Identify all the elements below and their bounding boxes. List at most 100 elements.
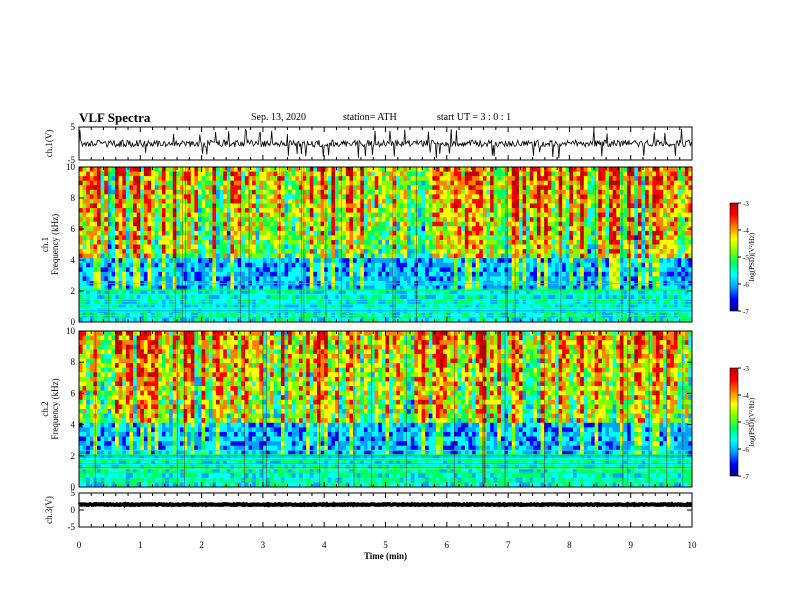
spectrogram-cell	[234, 171, 238, 177]
spectrogram-cell	[255, 244, 260, 250]
spectrogram-cell	[565, 276, 570, 282]
spectrogram-cell	[522, 276, 527, 282]
spectrogram-cell	[122, 276, 127, 282]
spectrogram-cell	[79, 212, 83, 218]
spectrogram-cell	[187, 290, 192, 295]
spectrogram-cell	[190, 194, 195, 200]
spectrogram-cell	[500, 194, 505, 200]
spectrogram-cell	[147, 221, 152, 227]
spectrogram-cell	[360, 303, 365, 309]
spectrogram-cell	[122, 212, 127, 218]
spectrogram-cell	[468, 244, 473, 250]
spectrogram-cell	[428, 276, 433, 282]
spectrogram-cell	[486, 244, 491, 250]
spectrogram-cell	[360, 267, 365, 273]
spectrogram-cell	[277, 303, 282, 309]
spectrogram-cell	[385, 303, 390, 309]
spectrogram-cell	[237, 180, 242, 186]
spectrogram-cell	[475, 253, 480, 259]
spectrogram-cell	[255, 217, 260, 223]
spectrogram-cell	[461, 276, 466, 282]
spectrogram-cell	[594, 185, 599, 191]
spectrogram-cell	[342, 171, 347, 177]
spectrogram-cell	[302, 285, 307, 291]
spectrogram-cell	[468, 258, 473, 264]
spectrogram-cell	[547, 198, 552, 204]
spectrogram-cell	[107, 239, 112, 245]
spectrogram-cell	[97, 180, 101, 186]
spectrogram-cell	[298, 235, 303, 241]
spectrogram-cell	[493, 267, 498, 273]
spectrogram-cell	[468, 230, 473, 236]
spectrogram-cell	[306, 239, 311, 245]
spectrogram-cell	[335, 185, 339, 191]
spectrogram-cell	[255, 171, 260, 177]
spectrogram-cell	[349, 230, 354, 236]
spectrogram-cell	[129, 262, 134, 268]
spectrogram-cell	[327, 217, 332, 223]
spectrogram-cell	[226, 285, 231, 291]
spectrogram-cell	[482, 198, 487, 204]
spectrogram-cell	[374, 198, 379, 204]
spectrogram-cell	[490, 249, 494, 254]
spectrogram-cell	[536, 258, 541, 264]
spectrogram-cell	[327, 258, 332, 264]
spectrogram-cell	[490, 285, 494, 291]
spectrogram-cell	[205, 317, 210, 323]
spectrogram-cell	[580, 249, 585, 254]
spectrogram-cell	[504, 167, 509, 172]
spectrogram-cell	[262, 262, 267, 268]
spectrogram-cell	[464, 221, 469, 227]
spectrogram-cell	[569, 258, 574, 264]
spectrogram-cell	[417, 258, 422, 264]
spectrogram-cell	[540, 290, 545, 295]
spectrogram-cell	[468, 180, 473, 186]
spectrogram-cell	[392, 271, 397, 277]
spectrogram-cell	[500, 185, 505, 191]
spectrogram-cell	[216, 189, 220, 195]
spectrogram-cell	[104, 167, 109, 172]
spectrogram-cell	[190, 189, 195, 195]
spectrogram-cell	[392, 217, 397, 223]
spectrogram-cell	[331, 221, 336, 227]
spectrogram-cell	[320, 267, 325, 273]
spectrogram-cell	[522, 171, 527, 177]
spectrogram-cell	[133, 290, 137, 295]
spectrogram-cell	[158, 290, 163, 295]
spectrogram-cell	[518, 271, 523, 277]
spectrogram-cell	[270, 189, 275, 195]
spectrogram-cell	[493, 230, 498, 236]
spectrogram-cell	[417, 180, 422, 186]
spectrogram-cell	[309, 176, 314, 181]
spectrogram-cell	[432, 271, 437, 277]
spectrogram-cell	[97, 212, 101, 218]
spectrogram-cell	[464, 198, 469, 204]
spectrogram-cell	[277, 249, 282, 254]
spectrogram-cell	[500, 203, 505, 209]
spectrogram-cell	[129, 167, 134, 172]
spectrogram-cell	[554, 285, 559, 291]
spectrogram-cell	[500, 239, 505, 245]
spectrogram-cell	[356, 171, 361, 177]
spectrogram-cell	[381, 253, 386, 259]
spectrogram-cell	[544, 271, 549, 277]
spectrogram-cell	[432, 185, 437, 191]
spectrogram-cell	[237, 303, 242, 309]
spectrogram-cell	[259, 267, 264, 273]
spectrogram-cell	[302, 267, 307, 273]
spectrogram-cell	[583, 171, 588, 177]
spectrogram-cell	[277, 317, 282, 323]
spectrogram-cell	[151, 303, 156, 309]
spectrogram-cell	[111, 208, 116, 213]
spectrogram-cell	[526, 194, 531, 200]
spectrogram-cell	[399, 253, 404, 259]
spectrogram-cell	[277, 285, 282, 291]
spectrogram-cell	[389, 267, 394, 273]
spectrogram-cell	[356, 180, 361, 186]
spectrogram-cell	[432, 180, 437, 186]
spectrogram-cell	[526, 267, 531, 273]
spectrogram-cell	[284, 258, 289, 264]
spectrogram-cell	[313, 271, 318, 277]
spectrogram-cell	[367, 194, 372, 200]
spectrogram-cell	[374, 226, 379, 232]
